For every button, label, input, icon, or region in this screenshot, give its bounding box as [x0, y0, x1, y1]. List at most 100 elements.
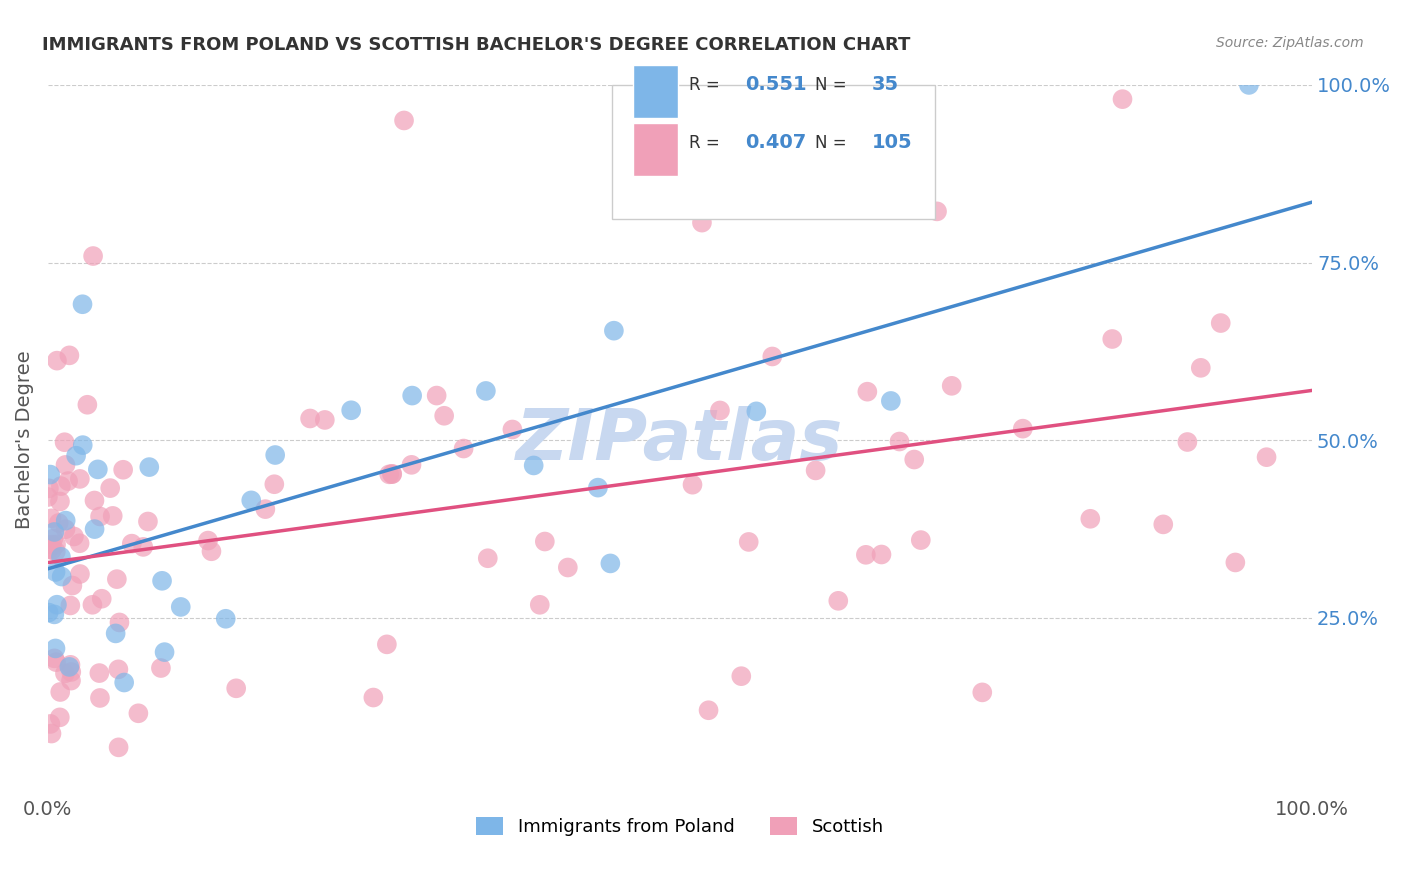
Point [856, 384, 879, 399]
Point [889, 434, 911, 449]
Point [38, 481, 60, 495]
Point [69, 472, 91, 486]
Point [730, 669, 752, 683]
Point [41, 726, 63, 740]
Point [58, 660, 80, 674]
Point [65, 449, 87, 463]
Point [314, 413, 336, 427]
Point [49, 685, 72, 699]
Text: 0.407: 0.407 [745, 133, 807, 153]
Point [401, 388, 423, 402]
Point [697, 703, 720, 717]
Point [112, 463, 135, 477]
Point [98, 481, 121, 495]
Point [690, 216, 713, 230]
Point [709, 403, 731, 417]
Point [501, 422, 523, 436]
Point [60, 578, 83, 592]
Point [401, 458, 423, 472]
Point [104, 626, 127, 640]
Point [108, 615, 131, 630]
Point [59, 599, 82, 613]
Point [138, 460, 160, 475]
Text: N =: N = [815, 76, 852, 94]
Point [45, 655, 67, 669]
Text: IMMIGRANTS FROM POLAND VS SCOTTISH BACHELOR'S DEGREE CORRELATION CHART: IMMIGRANTS FROM POLAND VS SCOTTISH BACHE… [42, 36, 911, 54]
Point [299, 411, 322, 425]
Point [378, 467, 401, 482]
Point [60, 665, 83, 679]
Point [49, 549, 72, 564]
Point [855, 548, 877, 562]
Text: 0.551: 0.551 [745, 75, 807, 95]
Point [1101, 332, 1123, 346]
Point [1189, 360, 1212, 375]
Point [426, 388, 449, 402]
Text: N =: N = [815, 134, 852, 152]
Point [44, 651, 66, 665]
Point [87, 462, 110, 476]
Point [599, 557, 621, 571]
Point [105, 572, 128, 586]
Point [49, 479, 72, 493]
Text: R =: R = [689, 134, 725, 152]
Point [69, 536, 91, 550]
Point [41, 543, 63, 558]
Point [55, 458, 77, 472]
Point [60, 673, 83, 688]
Point [72, 438, 94, 452]
Point [107, 740, 129, 755]
Point [150, 574, 173, 588]
Point [46, 353, 69, 368]
Point [529, 598, 551, 612]
Point [58, 348, 80, 362]
Point [225, 681, 247, 696]
Point [149, 661, 172, 675]
Point [121, 536, 143, 550]
Point [41, 511, 63, 525]
Point [44, 641, 66, 656]
Point [477, 551, 499, 566]
Point [136, 515, 159, 529]
Point [804, 463, 827, 477]
Point [1225, 556, 1247, 570]
Point [56, 474, 79, 488]
Point [112, 675, 135, 690]
Point [475, 384, 498, 398]
Point [745, 404, 768, 418]
Y-axis label: Bachelor's Degree: Bachelor's Degree [15, 351, 34, 530]
Point [107, 662, 129, 676]
Point [45, 544, 67, 558]
Text: 105: 105 [872, 133, 912, 153]
Point [972, 685, 994, 699]
Point [82, 249, 104, 263]
Point [153, 645, 176, 659]
Point [534, 534, 557, 549]
Point [1177, 435, 1199, 450]
Point [761, 350, 783, 364]
Point [76, 398, 98, 412]
Point [197, 533, 219, 548]
Point [1011, 422, 1033, 436]
Point [903, 452, 925, 467]
Point [200, 544, 222, 558]
Point [55, 514, 77, 528]
Point [925, 204, 948, 219]
Point [49, 494, 72, 508]
Point [90, 591, 112, 606]
Point [45, 537, 67, 551]
Point [254, 502, 277, 516]
Point [44, 607, 66, 622]
Point [1209, 316, 1232, 330]
Point [89, 690, 111, 705]
Point [264, 448, 287, 462]
Point [101, 508, 124, 523]
Point [72, 297, 94, 311]
Point [392, 113, 415, 128]
Point [59, 657, 82, 672]
Point [83, 522, 105, 536]
Point [53, 435, 76, 450]
Point [83, 493, 105, 508]
Legend: Immigrants from Poland, Scottish: Immigrants from Poland, Scottish [468, 809, 891, 843]
Point [738, 535, 761, 549]
